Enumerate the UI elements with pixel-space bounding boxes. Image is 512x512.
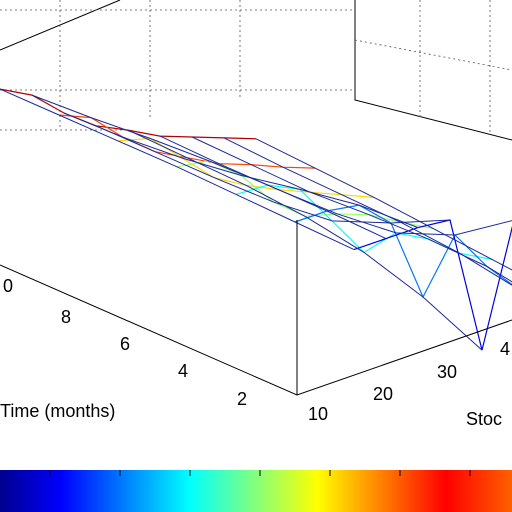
y-axis-label: Stoc	[466, 409, 502, 429]
labels: Time (months) Stoc 0 8 6 4 2 10 20 30 4	[0, 276, 510, 429]
mesh-row	[58, 114, 316, 169]
mesh-row	[294, 204, 512, 299]
mesh-column	[31, 94, 387, 240]
colorbar-ticks	[49, 470, 471, 476]
time-tick-label: 4	[178, 361, 188, 381]
time-tick-label: 2	[237, 389, 247, 409]
mesh-row	[117, 137, 375, 198]
x-axis-label: Time (months)	[0, 401, 115, 421]
mesh-column	[191, 136, 512, 283]
axes-box	[0, 220, 512, 396]
mesh-column	[223, 137, 512, 286]
mesh-column	[95, 125, 451, 224]
back-grid	[0, 0, 512, 141]
mesh-row	[0, 88, 257, 140]
time-tick-label: 6	[120, 334, 130, 354]
stock-tick-label: 10	[308, 404, 328, 424]
mesh-column	[255, 138, 512, 271]
surface	[0, 88, 512, 351]
mesh-column	[159, 135, 512, 236]
mesh-column	[63, 112, 419, 229]
time-tick-label: 0	[3, 276, 13, 296]
time-tick-label: 8	[61, 307, 71, 327]
colorbar	[0, 470, 512, 512]
stock-tick-label: 20	[373, 384, 393, 404]
mesh-column	[0, 88, 355, 251]
stock-tick-label: 30	[437, 362, 457, 382]
stock-tick-label: 4	[500, 339, 510, 359]
mesh-column	[127, 129, 483, 351]
